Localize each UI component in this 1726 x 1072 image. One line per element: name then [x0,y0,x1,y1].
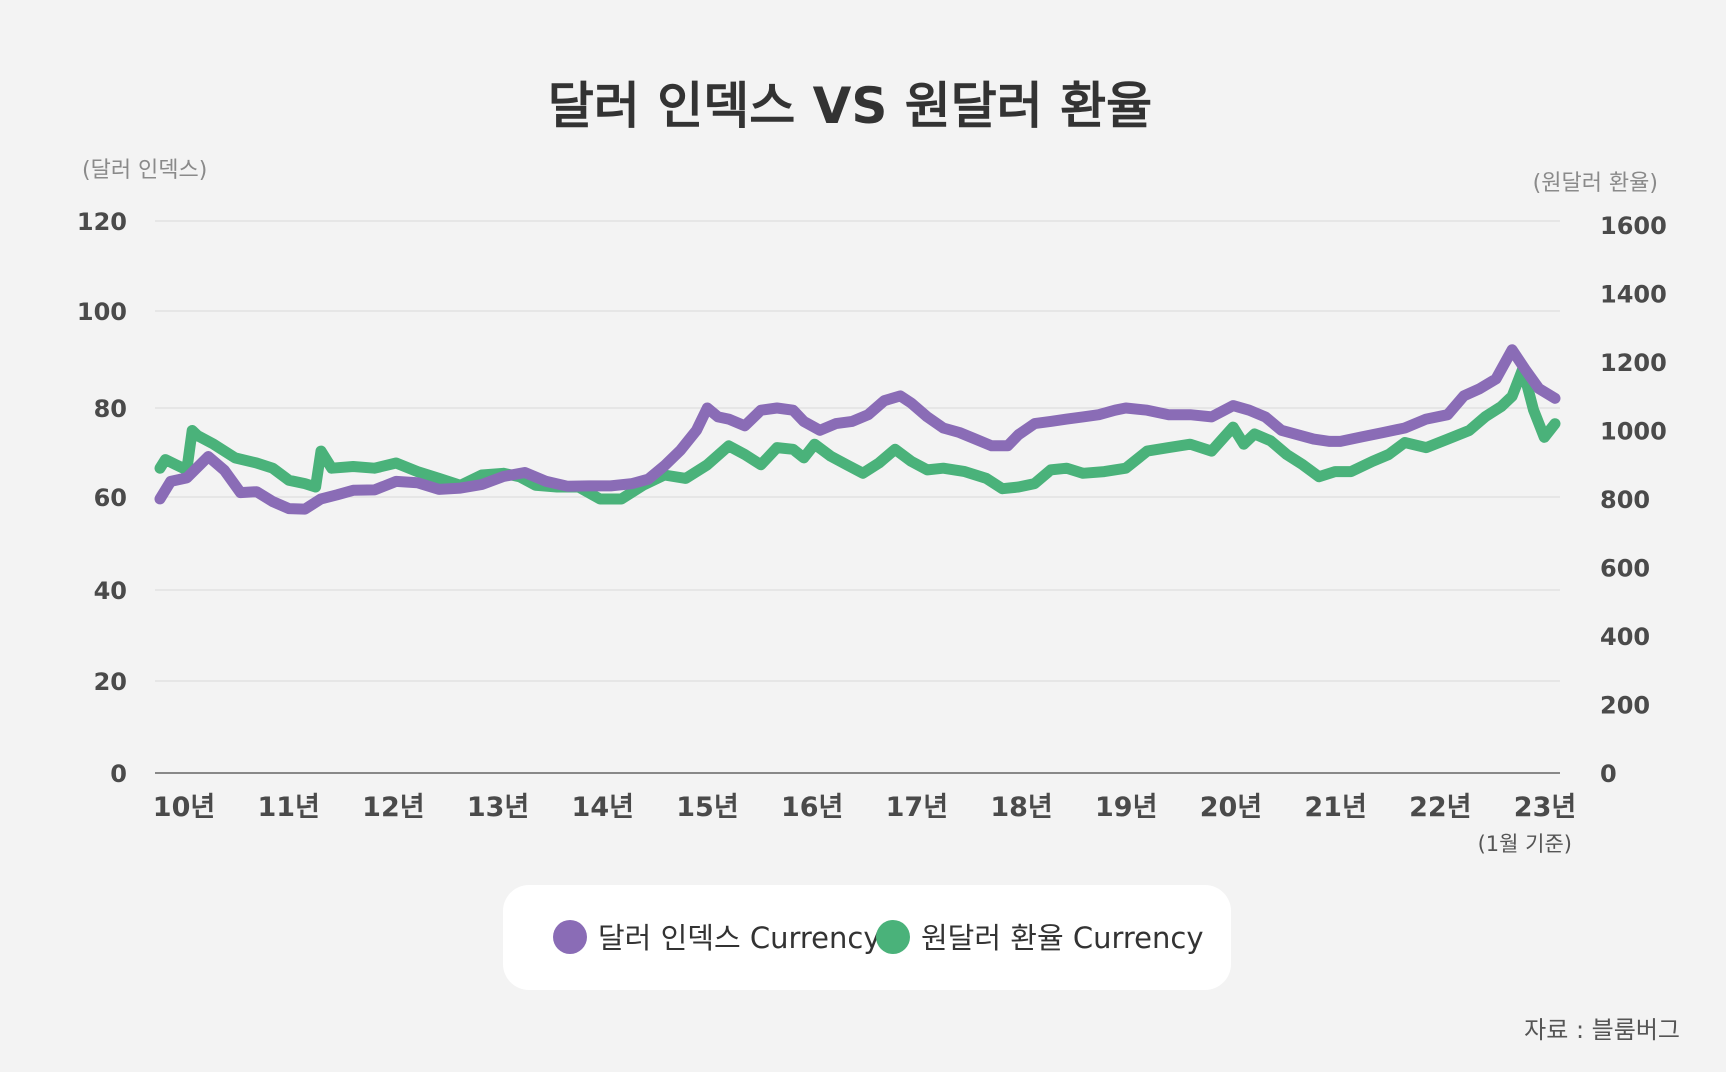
x-tick-label: 16년 [781,792,843,823]
x-tick-label: 10년 [153,792,215,823]
chart-title: 달러 인덱스 VS 원달러 환율 [548,77,1152,135]
legend-swatch-dollar-index [553,920,587,954]
series-line-dollar-index [154,344,1561,515]
x-tick-label: 21년 [1304,792,1366,823]
y-right-tick-label: 1200 [1600,349,1667,377]
y-left-axis-title: (달러 인덱스) [82,158,207,183]
x-tick-label: 15년 [676,792,738,823]
x-tick-label: 12년 [362,792,424,823]
x-tick-label: 14년 [572,792,634,823]
y-right-tick-label: 0 [1600,760,1617,788]
y-left-tick-label: 100 [77,298,127,326]
series-line-krw-usd [154,363,1561,505]
source-note: 자료 : 블룸버그 [1524,1016,1680,1044]
x-tick-label: 17년 [886,792,948,823]
legend-label-krw-usd: 원달러 환율 Currency [921,921,1204,955]
y-left-tick-label: 40 [94,577,127,605]
y-left-tick-label: 0 [110,760,127,788]
x-tick-label: 20년 [1200,792,1262,823]
x-tick-label: 18년 [990,792,1052,823]
gridlines [155,220,1560,774]
y-left-tick-label: 20 [94,668,127,696]
y-left-tick-label: 120 [77,208,127,236]
y-right-tick-label: 1000 [1600,418,1667,446]
x-tick-label: 11년 [257,792,319,823]
legend-swatch-krw-usd [876,920,910,954]
y-right-tick-label: 1600 [1600,212,1667,240]
y-left-tick-label: 80 [94,395,127,423]
y-left-tick-label: 60 [94,484,127,512]
x-tick-label: 19년 [1095,792,1157,823]
x-tick-labels: 10년 11년 12년 13년 14년 15년 16년 17년 18년 19년 20년 21년 22년 2… [153,792,1576,823]
x-tick-label: 22년 [1409,792,1471,823]
x-tick-label: 23년 [1514,792,1576,823]
series-lines [154,344,1561,515]
y-right-tick-label: 400 [1600,623,1650,651]
y-right-tick-label: 600 [1600,555,1650,583]
y-right-tick-label: 200 [1600,692,1650,720]
y-left-tick-labels: 0 20 40 60 80 100 120 [77,208,127,788]
legend-label-dollar-index: 달러 인덱스 Currency [598,921,881,955]
y-right-tick-label: 1400 [1600,281,1667,309]
y-right-axis-title: (원달러 환율) [1533,171,1658,196]
x-tick-label: 13년 [467,792,529,823]
x-axis-note: (1월 기준) [1478,832,1572,856]
y-right-tick-label: 800 [1600,486,1650,514]
legend-box [503,885,1231,990]
y-right-tick-labels: 0 200 400 600 800 1000 1200 1400 1600 [1600,212,1667,788]
